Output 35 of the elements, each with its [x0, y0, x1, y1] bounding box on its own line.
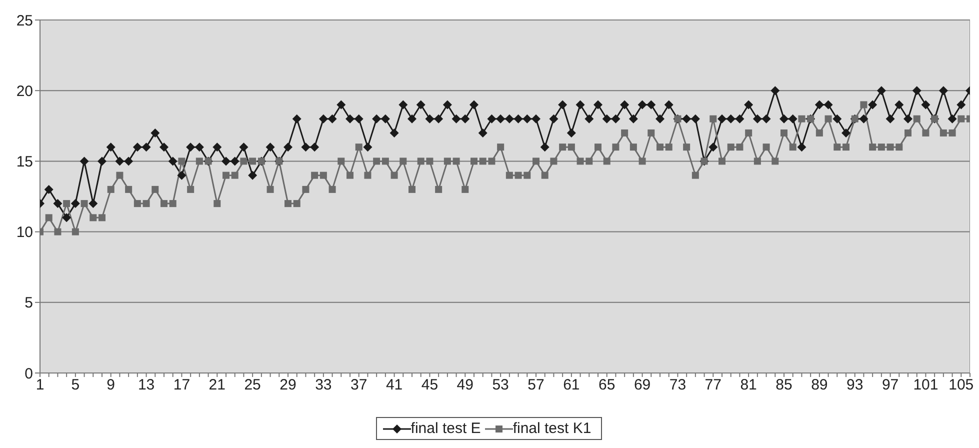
x-tick-label: 57	[528, 376, 544, 394]
x-tick-label: 37	[350, 376, 368, 394]
x-tick-label: 49	[456, 376, 474, 394]
x-tick-label: 5	[71, 376, 80, 394]
x-tick-label: 1	[36, 376, 44, 394]
y-tick-label: 15	[16, 154, 33, 171]
x-tick-label: 65	[598, 376, 616, 394]
x-tick-label: 69	[634, 376, 651, 394]
y-tick-label: 25	[16, 12, 33, 30]
x-tick-label: 29	[280, 376, 296, 394]
x-tick-label: 21	[208, 376, 226, 394]
x-tick-label: 13	[138, 376, 155, 394]
x-tick-label: 93	[846, 376, 864, 394]
x-tick-label: 41	[386, 376, 403, 394]
x-tick-label: 97	[882, 376, 899, 394]
x-tick-label: 45	[421, 376, 438, 394]
y-tick-label: 5	[24, 294, 33, 312]
x-tick-label: 33	[315, 376, 332, 394]
x-tick-label: 77	[704, 376, 722, 394]
x-tick-label: 61	[563, 376, 580, 394]
x-tick-label: 25	[244, 376, 261, 394]
x-tick-label: 9	[106, 376, 116, 394]
y-tick-label: 10	[16, 224, 33, 242]
x-tick-label: 85	[776, 376, 792, 394]
x-tick-label: 81	[740, 376, 757, 394]
x-tick-label: 53	[492, 376, 509, 394]
x-tick-label: 89	[811, 376, 828, 394]
x-tick-label: 17	[173, 376, 190, 394]
x-tick-label: 73	[669, 376, 686, 394]
legend-label: final test K1	[512, 420, 592, 437]
x-tick-label: 101	[913, 376, 938, 394]
x-tick-label: 105	[948, 376, 974, 394]
y-tick-label: 0	[24, 365, 33, 382]
y-tick-label: 20	[16, 82, 33, 100]
legend-label: final test E	[410, 420, 481, 437]
